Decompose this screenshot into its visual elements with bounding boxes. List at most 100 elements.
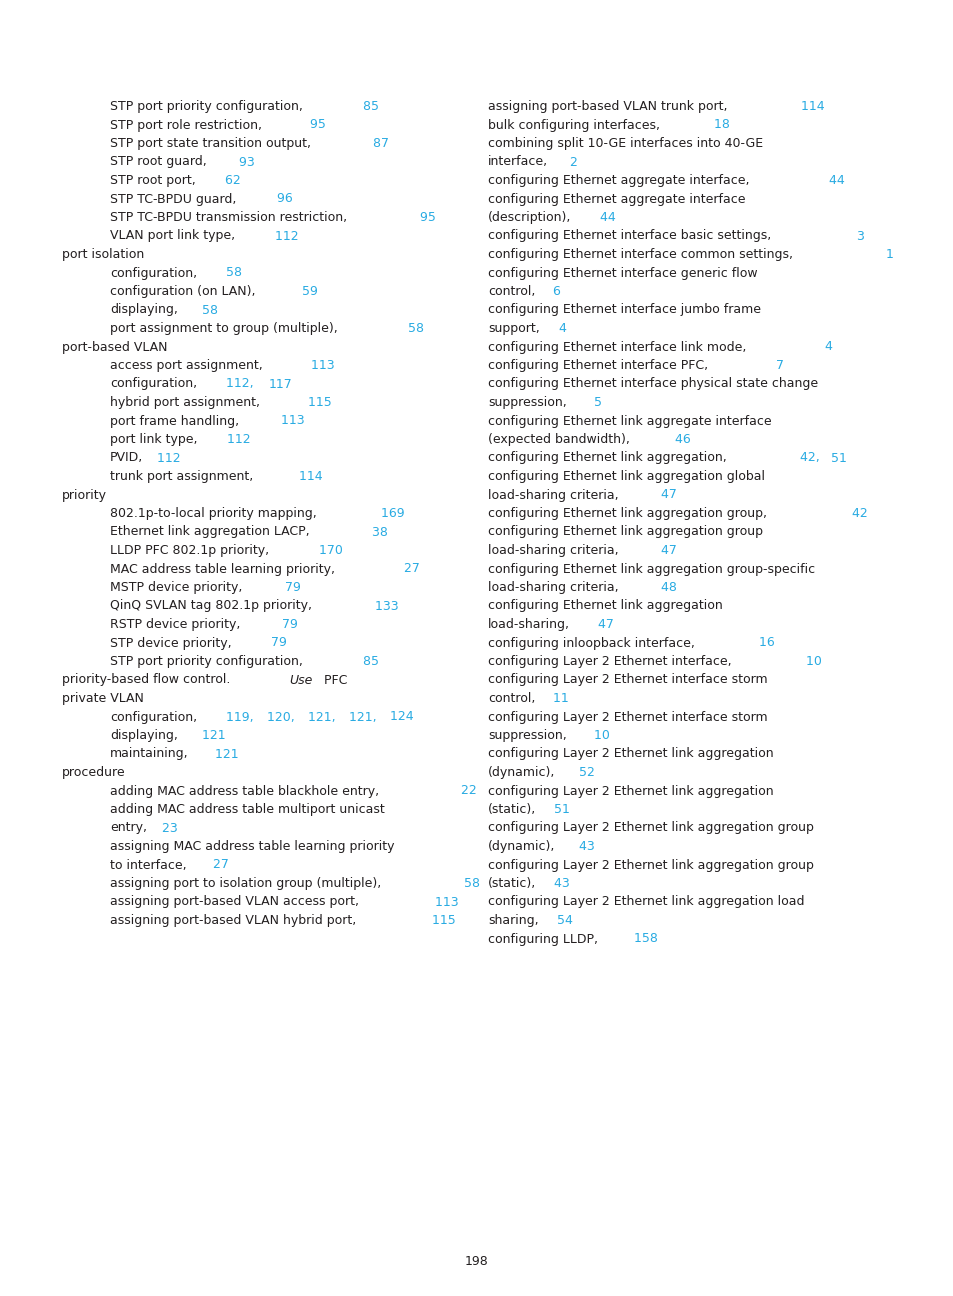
Text: 58: 58 <box>403 321 423 334</box>
Text: 121,: 121, <box>345 710 376 723</box>
Text: configuration (on LAN),: configuration (on LAN), <box>110 285 255 298</box>
Text: STP port priority configuration,: STP port priority configuration, <box>110 100 302 113</box>
Text: load-sharing criteria,: load-sharing criteria, <box>488 581 618 594</box>
Text: sharing,: sharing, <box>488 914 538 927</box>
Text: support,: support, <box>488 321 539 334</box>
Text: 79: 79 <box>278 618 297 631</box>
Text: 114: 114 <box>294 470 322 483</box>
Text: STP TC-BPDU guard,: STP TC-BPDU guard, <box>110 193 236 206</box>
Text: configuring Ethernet link aggregation group-specific: configuring Ethernet link aggregation gr… <box>488 562 814 575</box>
Text: private VLAN: private VLAN <box>62 692 144 705</box>
Text: 79: 79 <box>280 581 300 594</box>
Text: 113: 113 <box>431 896 458 908</box>
Text: configuring Ethernet interface link mode,: configuring Ethernet interface link mode… <box>488 341 745 354</box>
Text: MAC address table learning priority,: MAC address table learning priority, <box>110 562 335 575</box>
Text: 46: 46 <box>670 433 690 446</box>
Text: 58: 58 <box>222 267 242 280</box>
Text: suppression,: suppression, <box>488 728 566 743</box>
Text: 48: 48 <box>656 581 676 594</box>
Text: 10: 10 <box>801 654 821 667</box>
Text: 158: 158 <box>629 933 658 946</box>
Text: 11: 11 <box>549 692 568 705</box>
Text: 59: 59 <box>297 285 317 298</box>
Text: 85: 85 <box>358 100 378 113</box>
Text: configuration,: configuration, <box>110 710 197 723</box>
Text: assigning port to isolation group (multiple),: assigning port to isolation group (multi… <box>110 877 381 890</box>
Text: configuring Ethernet interface jumbo frame: configuring Ethernet interface jumbo fra… <box>488 303 760 316</box>
Text: 121: 121 <box>197 728 225 743</box>
Text: assigning port-based VLAN access port,: assigning port-based VLAN access port, <box>110 896 358 908</box>
Text: STP port priority configuration,: STP port priority configuration, <box>110 654 302 667</box>
Text: configuring Ethernet interface physical state change: configuring Ethernet interface physical … <box>488 377 818 390</box>
Text: 43: 43 <box>575 840 594 853</box>
Text: configuring Ethernet link aggregate interface: configuring Ethernet link aggregate inte… <box>488 415 771 428</box>
Text: control,: control, <box>488 692 535 705</box>
Text: 121,: 121, <box>304 710 335 723</box>
Text: configuring Layer 2 Ethernet link aggregation: configuring Layer 2 Ethernet link aggreg… <box>488 748 773 761</box>
Text: 114: 114 <box>796 100 823 113</box>
Text: adding MAC address table multiport unicast: adding MAC address table multiport unica… <box>110 804 384 816</box>
Text: 124: 124 <box>385 710 413 723</box>
Text: configuring Layer 2 Ethernet link aggregation group: configuring Layer 2 Ethernet link aggreg… <box>488 822 813 835</box>
Text: 112: 112 <box>152 451 180 464</box>
Text: configuring Layer 2 Ethernet link aggregation load: configuring Layer 2 Ethernet link aggreg… <box>488 896 803 908</box>
Text: STP TC-BPDU transmission restriction,: STP TC-BPDU transmission restriction, <box>110 211 347 224</box>
Text: configuring Ethernet link aggregation group,: configuring Ethernet link aggregation gr… <box>488 507 766 520</box>
Text: 169: 169 <box>376 507 404 520</box>
Text: assigning port-based VLAN hybrid port,: assigning port-based VLAN hybrid port, <box>110 914 355 927</box>
Text: to interface,: to interface, <box>110 858 187 871</box>
Text: port link type,: port link type, <box>110 433 197 446</box>
Text: 2: 2 <box>565 156 577 168</box>
Text: load-sharing criteria,: load-sharing criteria, <box>488 544 618 557</box>
Text: 6: 6 <box>549 285 560 298</box>
Text: 58: 58 <box>459 877 479 890</box>
Text: configuring Ethernet aggregate interface,: configuring Ethernet aggregate interface… <box>488 174 749 187</box>
Text: maintaining,: maintaining, <box>110 748 189 761</box>
Text: configuring inloopback interface,: configuring inloopback interface, <box>488 636 694 649</box>
Text: 42,: 42, <box>795 451 819 464</box>
Text: 802.1p-to-local priority mapping,: 802.1p-to-local priority mapping, <box>110 507 316 520</box>
Text: 96: 96 <box>273 193 293 206</box>
Text: configuring Ethernet interface generic flow: configuring Ethernet interface generic f… <box>488 267 757 280</box>
Text: configuring Ethernet link aggregation: configuring Ethernet link aggregation <box>488 600 722 613</box>
Text: configuring Ethernet aggregate interface: configuring Ethernet aggregate interface <box>488 193 744 206</box>
Text: (expected bandwidth),: (expected bandwidth), <box>488 433 629 446</box>
Text: combining split 10-GE interfaces into 40-GE: combining split 10-GE interfaces into 40… <box>488 137 762 150</box>
Text: configuring LLDP,: configuring LLDP, <box>488 933 598 946</box>
Text: 10: 10 <box>589 728 609 743</box>
Text: LLDP PFC 802.1p priority,: LLDP PFC 802.1p priority, <box>110 544 269 557</box>
Text: 170: 170 <box>315 544 343 557</box>
Text: 51: 51 <box>550 804 570 816</box>
Text: (dynamic),: (dynamic), <box>488 840 555 853</box>
Text: adding MAC address table blackhole entry,: adding MAC address table blackhole entry… <box>110 784 378 797</box>
Text: 18: 18 <box>709 118 729 131</box>
Text: STP port role restriction,: STP port role restriction, <box>110 118 262 131</box>
Text: 47: 47 <box>656 489 676 502</box>
Text: configuring Ethernet interface PFC,: configuring Ethernet interface PFC, <box>488 359 707 372</box>
Text: access port assignment,: access port assignment, <box>110 359 262 372</box>
Text: configuring Layer 2 Ethernet link aggregation group: configuring Layer 2 Ethernet link aggreg… <box>488 858 813 871</box>
Text: priority-based flow control.: priority-based flow control. <box>62 674 238 687</box>
Text: port-based VLAN: port-based VLAN <box>62 341 168 354</box>
Text: assigning port-based VLAN trunk port,: assigning port-based VLAN trunk port, <box>488 100 727 113</box>
Text: 27: 27 <box>209 858 229 871</box>
Text: trunk port assignment,: trunk port assignment, <box>110 470 253 483</box>
Text: configuring Layer 2 Ethernet interface,: configuring Layer 2 Ethernet interface, <box>488 654 731 667</box>
Text: interface,: interface, <box>488 156 548 168</box>
Text: port assignment to group (multiple),: port assignment to group (multiple), <box>110 321 337 334</box>
Text: configuration,: configuration, <box>110 377 197 390</box>
Text: 7: 7 <box>771 359 783 372</box>
Text: QinQ SVLAN tag 802.1p priority,: QinQ SVLAN tag 802.1p priority, <box>110 600 312 613</box>
Text: 4: 4 <box>821 341 832 354</box>
Text: 133: 133 <box>371 600 397 613</box>
Text: displaying,: displaying, <box>110 728 177 743</box>
Text: displaying,: displaying, <box>110 303 177 316</box>
Text: configuration,: configuration, <box>110 267 197 280</box>
Text: 112: 112 <box>223 433 251 446</box>
Text: suppression,: suppression, <box>488 397 566 410</box>
Text: 42: 42 <box>847 507 867 520</box>
Text: hybrid port assignment,: hybrid port assignment, <box>110 397 260 410</box>
Text: configuring Layer 2 Ethernet link aggregation: configuring Layer 2 Ethernet link aggreg… <box>488 784 773 797</box>
Text: 121: 121 <box>212 748 239 761</box>
Text: RSTP device priority,: RSTP device priority, <box>110 618 240 631</box>
